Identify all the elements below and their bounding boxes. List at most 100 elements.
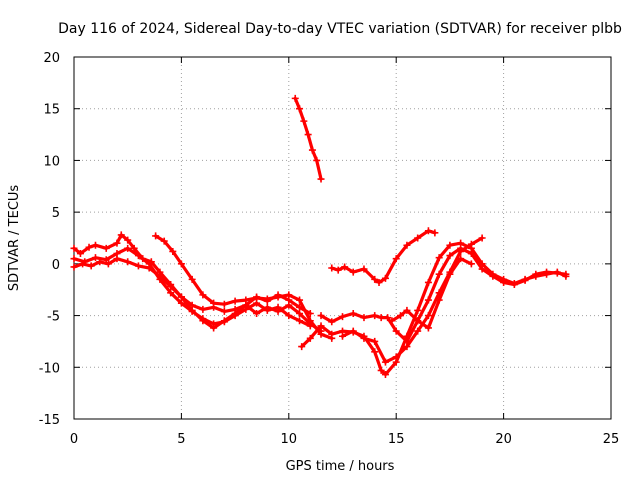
data-point (371, 348, 379, 356)
data-point (134, 252, 142, 260)
data-point (85, 243, 93, 251)
data-point (188, 307, 196, 315)
data-point (377, 314, 385, 322)
data-point (117, 231, 125, 239)
data-point (339, 332, 346, 340)
data-point (424, 227, 432, 235)
data-point (306, 317, 314, 325)
series-track-b (70, 244, 314, 330)
y-tick-label: 20 (43, 51, 60, 66)
data-point (478, 260, 486, 268)
data-point (381, 371, 389, 379)
data-point (328, 318, 336, 326)
x-tick-label: 0 (70, 432, 78, 447)
series-track-e (291, 94, 325, 183)
data-point (134, 262, 142, 270)
data-point (510, 280, 518, 288)
y-tick-label: -5 (47, 310, 60, 325)
data-point (446, 241, 454, 249)
data-point (231, 305, 239, 313)
data-point (152, 232, 160, 240)
data-point (304, 131, 312, 139)
data-point (467, 260, 475, 268)
x-tick-label: 5 (177, 432, 185, 447)
data-point (435, 296, 443, 304)
data-point (308, 146, 316, 154)
data-point (145, 264, 153, 272)
data-point (70, 244, 78, 252)
data-point (431, 229, 439, 237)
y-tick-label: 0 (52, 258, 60, 273)
data-point (96, 258, 104, 266)
data-point (70, 263, 78, 271)
data-point (403, 306, 411, 314)
x-axis-ticks: 0 5 10 15 20 25 (70, 57, 619, 447)
series-line (319, 246, 568, 343)
data-point (339, 313, 346, 321)
x-tick-label: 15 (388, 432, 405, 447)
data-point (91, 254, 99, 262)
data-point (562, 272, 570, 280)
data-point (424, 278, 432, 286)
data-point (300, 117, 308, 125)
data-point (263, 303, 271, 311)
data-point (231, 312, 239, 320)
data-point (500, 275, 508, 283)
data-series (70, 94, 570, 379)
data-point (381, 274, 389, 282)
data-point (199, 315, 207, 323)
data-point (167, 289, 175, 297)
series-track-d (152, 232, 336, 342)
data-point (87, 262, 95, 270)
data-point (414, 327, 422, 335)
y-tick-label: -15 (39, 413, 60, 428)
data-point (296, 296, 304, 304)
data-point (91, 241, 99, 249)
y-axis-label: SDTVAR / TECUs (7, 185, 22, 292)
data-point (388, 317, 396, 325)
y-tick-label: -10 (39, 361, 60, 376)
data-point (371, 312, 379, 320)
data-point (375, 278, 383, 286)
data-point (274, 307, 282, 315)
data-point (296, 310, 304, 318)
data-point (169, 247, 177, 255)
data-point (306, 334, 314, 342)
data-point (104, 260, 112, 268)
data-point (296, 105, 304, 113)
data-point (457, 239, 465, 247)
data-point (285, 291, 293, 299)
data-point (76, 250, 84, 258)
data-point (435, 270, 443, 278)
y-tick-label: 15 (43, 103, 60, 118)
series-track-f (317, 244, 570, 345)
data-point (317, 322, 325, 330)
y-tick-label: 10 (43, 154, 60, 169)
data-point (317, 330, 325, 338)
data-point (291, 94, 299, 102)
x-tick-label: 25 (603, 432, 620, 447)
series-track-g (298, 239, 570, 379)
data-point (242, 296, 250, 304)
x-axis-label: GPS time / hours (286, 459, 395, 474)
data-point (317, 312, 325, 320)
data-point (532, 272, 540, 280)
data-point (334, 266, 342, 274)
data-point (360, 334, 368, 342)
data-point (543, 270, 551, 278)
data-point (414, 317, 422, 325)
data-point (384, 314, 392, 322)
data-point (424, 312, 432, 320)
data-point (446, 270, 454, 278)
data-point (298, 343, 306, 351)
data-point (274, 293, 282, 301)
data-point (392, 353, 400, 361)
data-point (130, 244, 138, 252)
data-point (156, 272, 164, 280)
data-point (396, 312, 404, 320)
data-point (253, 310, 261, 318)
data-point (403, 332, 411, 340)
data-point (285, 312, 293, 320)
data-point (253, 294, 261, 302)
data-point (199, 305, 207, 313)
